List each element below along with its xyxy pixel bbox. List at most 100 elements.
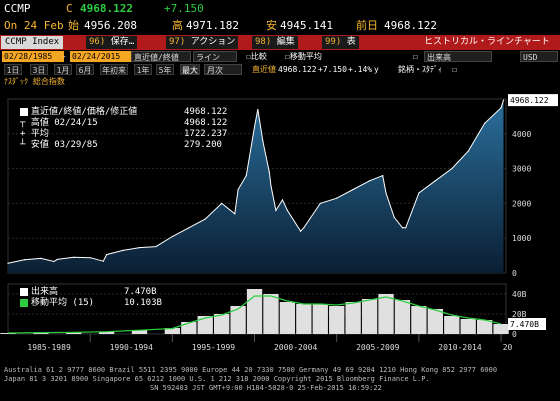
date-separator: -	[62, 52, 67, 61]
footer-line-3: SN 592403 JST GMT+9:00 H184-5028-0 25-Fe…	[150, 384, 382, 392]
securities-studies-button[interactable]: 銘柄・ｽﾀﾃﾞｨ	[398, 65, 442, 74]
legend-value-low: 279.200	[184, 140, 222, 150]
price-point	[106, 253, 108, 256]
open-value: 4956.208	[84, 19, 137, 32]
price-point	[319, 202, 321, 204]
footer-line-1: Australia 61 2 9777 8600 Brazil 5511 239…	[4, 366, 498, 374]
period-max[interactable]: 最大	[180, 64, 200, 75]
legend-value-average: 1722.237	[184, 129, 228, 139]
chart-type-select[interactable]: ライン	[193, 51, 237, 62]
price-point	[253, 126, 256, 128]
legend-row-volume: 出来高	[20, 287, 58, 298]
x-tick-label: 1990-1994	[110, 343, 154, 352]
save-button[interactable]: 96) 保存…	[86, 36, 138, 49]
price-field-select[interactable]: 直近値/終値	[131, 51, 191, 62]
volume-bar	[181, 322, 197, 334]
volume-bar	[214, 314, 230, 334]
low-value: 4945.141	[280, 19, 333, 32]
chart-title-row: ﾅｽﾀﾞｯｸ 総合指数	[0, 76, 560, 87]
tool-checkbox[interactable]: ☐	[452, 65, 457, 74]
price-point	[138, 246, 141, 249]
price-point	[237, 188, 239, 191]
prev-label: 前日	[356, 19, 378, 32]
price-point	[434, 180, 436, 182]
frequency-select[interactable]: 月次	[204, 64, 242, 75]
period-1d[interactable]: 1日	[4, 64, 22, 75]
x-axis: 1985-1989 1990-1994 1995-1999 2000-2004 2005…	[27, 334, 513, 352]
compare-toggle[interactable]: ☐比較	[246, 50, 267, 63]
volume-bar	[246, 289, 263, 334]
legend-label-low: 安値 03/29/85	[30, 140, 98, 150]
price-points	[7, 99, 505, 264]
volume-bar	[444, 316, 460, 334]
actions-button-label: アクション	[190, 37, 236, 47]
price-last-label-text: 4968.122	[510, 96, 549, 105]
actions-button[interactable]: 97) アクション	[166, 36, 239, 49]
period-pct-change: +.14%	[348, 65, 373, 74]
volume-bar	[312, 304, 328, 334]
function-title: ヒストリカル・ラインチャート	[424, 37, 550, 47]
price-y-tick-label: 0	[512, 269, 517, 278]
price-point	[171, 235, 173, 238]
end-date-field[interactable]: 02/24/2015	[70, 51, 132, 62]
legend-row-high: ┬ 高値 02/24/15	[20, 118, 98, 129]
legend-label-average: 平均	[30, 129, 49, 139]
legend-value-high: 4968.122	[184, 118, 228, 128]
last-value: 4968.122	[278, 65, 317, 74]
start-date-field[interactable]: 02/28/1985	[2, 51, 64, 62]
price-point	[286, 209, 289, 211]
price-point	[502, 99, 505, 101]
price-last-label: 4968.122	[508, 94, 558, 107]
volume-last-label-box	[508, 318, 546, 330]
x-tick-label: 2000-2004	[274, 343, 318, 352]
volume-bar	[378, 294, 394, 334]
legend-volume-swatch-icon	[20, 287, 28, 296]
volume-last-label-text: 7.470B	[510, 320, 539, 329]
volume-bar	[164, 328, 181, 334]
moving-average-toggle[interactable]: ☐移動平均	[285, 50, 322, 63]
price-point	[368, 180, 371, 182]
volume-last-label: 7.470B	[508, 318, 546, 330]
legend-avg-marker-icon: +	[20, 129, 31, 139]
ticker: CCMP	[4, 2, 31, 15]
price-point	[303, 227, 305, 229]
security-label[interactable]: CCMP Index	[1, 36, 64, 49]
currency-select[interactable]: USD	[520, 51, 558, 62]
period-3d[interactable]: 3日	[30, 64, 48, 75]
price-point	[418, 192, 420, 194]
volume-bar	[279, 302, 296, 334]
period-1m[interactable]: 1月	[54, 64, 72, 75]
period-ytd[interactable]: 年初来	[100, 64, 128, 75]
edit-button[interactable]: 98) 編集	[252, 36, 298, 49]
moving-average-label: 移動平均	[289, 52, 322, 61]
price-point	[56, 258, 58, 261]
price-volume-chart[interactable]: 0 1000 2000 3000 4000 4968.122 0 20B 40B 7.470…	[0, 89, 560, 366]
volume-checkbox-icon: ☐	[413, 52, 418, 61]
volume-select[interactable]: 出来高	[424, 51, 492, 62]
x-tick-label: 20	[503, 343, 513, 352]
period-5y[interactable]: 5年	[156, 64, 174, 75]
price-point	[102, 260, 104, 262]
period-change: +7.150	[318, 65, 347, 74]
price-point	[393, 216, 395, 218]
save-button-number: 96)	[89, 37, 106, 47]
volume-bar	[345, 302, 361, 334]
volume-moving-average-line	[7, 295, 502, 334]
volume-bar	[296, 304, 312, 334]
period-6m[interactable]: 6月	[76, 64, 94, 75]
actions-button-number: 97)	[169, 37, 186, 47]
period-1y[interactable]: 1年	[134, 64, 152, 75]
ytd-marker: y	[374, 65, 379, 74]
volume-y-tick-label: 20B	[512, 310, 527, 319]
volume-bar	[0, 333, 16, 334]
table-button[interactable]: 99) 表	[322, 36, 359, 49]
price-y-tick-label: 2000	[512, 199, 531, 208]
price-point	[73, 256, 75, 258]
volume-legend: 出来高 7.470B 移動平均 (15) 10.103B	[20, 287, 170, 311]
legend-row-average: + 平均	[20, 129, 49, 140]
type-code: C	[66, 2, 73, 15]
price-point	[275, 209, 277, 211]
price-point	[500, 107, 502, 109]
chart-area[interactable]: 0 1000 2000 3000 4000 4968.122 0 20B 40B 7.470…	[0, 89, 560, 401]
volume-toggle[interactable]: ☐	[413, 50, 418, 63]
